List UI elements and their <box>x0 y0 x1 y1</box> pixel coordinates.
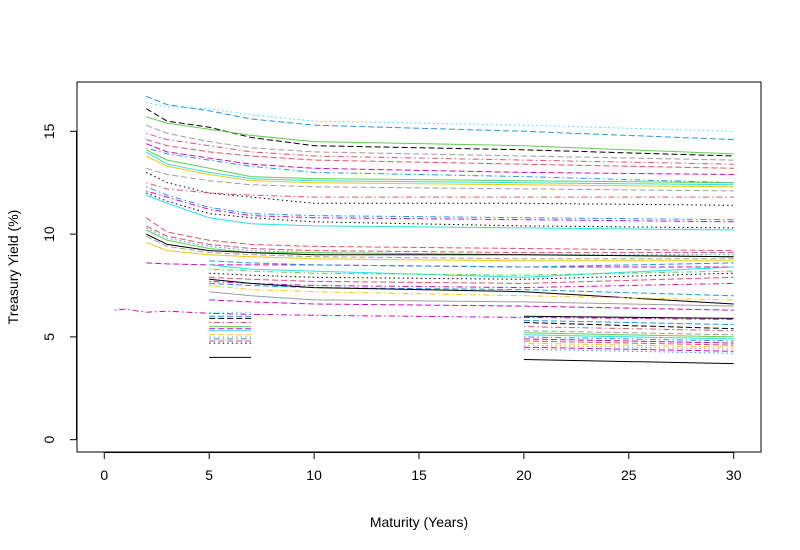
series-line-36 <box>209 278 734 305</box>
series-line-61 <box>523 338 734 344</box>
x-tick-label-15: 15 <box>411 467 427 483</box>
series-line-11 <box>145 149 734 184</box>
series-line-2 <box>146 95 734 141</box>
series-line-38 <box>209 291 734 307</box>
series-layer <box>114 95 734 365</box>
series-line-24 <box>145 229 734 258</box>
series-line-5 <box>146 116 734 155</box>
series-line-55 <box>523 322 734 330</box>
series-line-39 <box>209 299 734 311</box>
series-line-60 <box>523 336 734 342</box>
series-line-12 <box>145 151 734 186</box>
x-tick-label-0: 0 <box>100 467 108 483</box>
series-line-18 <box>146 190 734 223</box>
series-line-19 <box>146 192 734 229</box>
series-line-59 <box>523 334 734 340</box>
x-axis-title: Maturity (Years) <box>370 514 468 530</box>
series-line-15 <box>145 171 734 206</box>
series-line-6 <box>146 124 734 161</box>
series-line-4 <box>145 108 734 157</box>
y-tick-label-10: 10 <box>41 226 57 242</box>
series-line-33 <box>209 276 734 284</box>
series-line-32 <box>209 272 734 280</box>
series-line-20 <box>146 194 734 231</box>
y-tick-label-5: 5 <box>41 333 57 341</box>
series-line-13 <box>145 155 734 188</box>
series-line-34 <box>209 280 734 289</box>
plot-area-frame <box>76 81 762 453</box>
series-line-26 <box>145 235 734 260</box>
series-line-66 <box>523 348 734 354</box>
series-line-56 <box>523 326 734 332</box>
y-axis: 0 5 10 15 <box>41 123 77 444</box>
x-tick-label-5: 5 <box>205 467 213 483</box>
series-line-57 <box>523 330 734 336</box>
series-line-62 <box>523 340 734 346</box>
series-line-23 <box>145 227 734 256</box>
series-line-16 <box>146 182 734 198</box>
series-line-63 <box>523 342 734 348</box>
x-tick-label-30: 30 <box>726 467 742 483</box>
series-line-37 <box>209 285 734 301</box>
series-line-21 <box>145 217 734 252</box>
series-line-65 <box>523 346 734 352</box>
x-tick-label-20: 20 <box>516 467 532 483</box>
series-line-1 <box>114 308 734 320</box>
series-line-17 <box>146 186 734 221</box>
series-line-7 <box>146 132 734 165</box>
series-line-10 <box>146 147 734 184</box>
series-line-67 <box>523 359 734 365</box>
x-tick-label-25: 25 <box>621 467 637 483</box>
y-axis-title: Treasury Yield (%) <box>5 210 21 325</box>
series-line-64 <box>523 344 734 350</box>
series-line-22 <box>145 225 734 254</box>
series-line-31 <box>209 268 734 276</box>
x-tick-label-10: 10 <box>306 467 322 483</box>
series-line-25 <box>145 233 734 258</box>
series-line-27 <box>146 241 734 262</box>
series-line-3 <box>146 102 734 132</box>
series-line-9 <box>146 143 734 175</box>
series-line-54 <box>523 319 734 326</box>
series-line-29 <box>209 260 734 268</box>
series-line-8 <box>146 139 734 169</box>
series-line-53 <box>523 315 734 319</box>
x-axis: 0 5 10 15 20 25 30 <box>100 452 742 483</box>
series-line-58 <box>523 332 734 338</box>
series-line-28 <box>146 262 734 268</box>
y-tick-label-15: 15 <box>41 123 57 139</box>
y-tick-label-0: 0 <box>41 436 57 444</box>
series-line-14 <box>146 167 734 192</box>
